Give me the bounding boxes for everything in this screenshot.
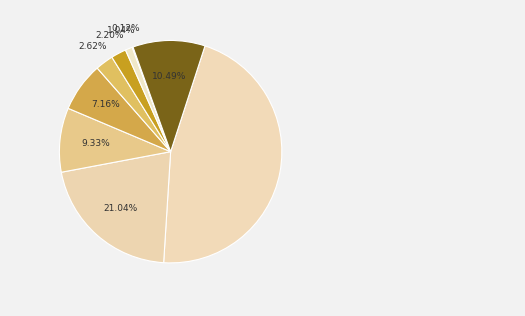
Text: 2.20%: 2.20%: [95, 31, 123, 40]
Text: 9.33%: 9.33%: [81, 139, 110, 148]
Wedge shape: [133, 40, 205, 152]
Text: 1.04%: 1.04%: [107, 26, 135, 34]
Text: 21.04%: 21.04%: [103, 204, 138, 213]
Wedge shape: [59, 108, 171, 172]
Text: 0.12%: 0.12%: [111, 24, 140, 33]
Wedge shape: [164, 46, 282, 263]
Text: 2.62%: 2.62%: [78, 42, 107, 51]
Wedge shape: [61, 152, 171, 263]
Wedge shape: [97, 57, 171, 152]
Wedge shape: [132, 47, 171, 152]
Wedge shape: [68, 68, 171, 152]
Wedge shape: [125, 47, 171, 152]
Text: 10.49%: 10.49%: [152, 71, 187, 81]
Text: 7.16%: 7.16%: [91, 100, 120, 109]
Wedge shape: [112, 50, 171, 152]
